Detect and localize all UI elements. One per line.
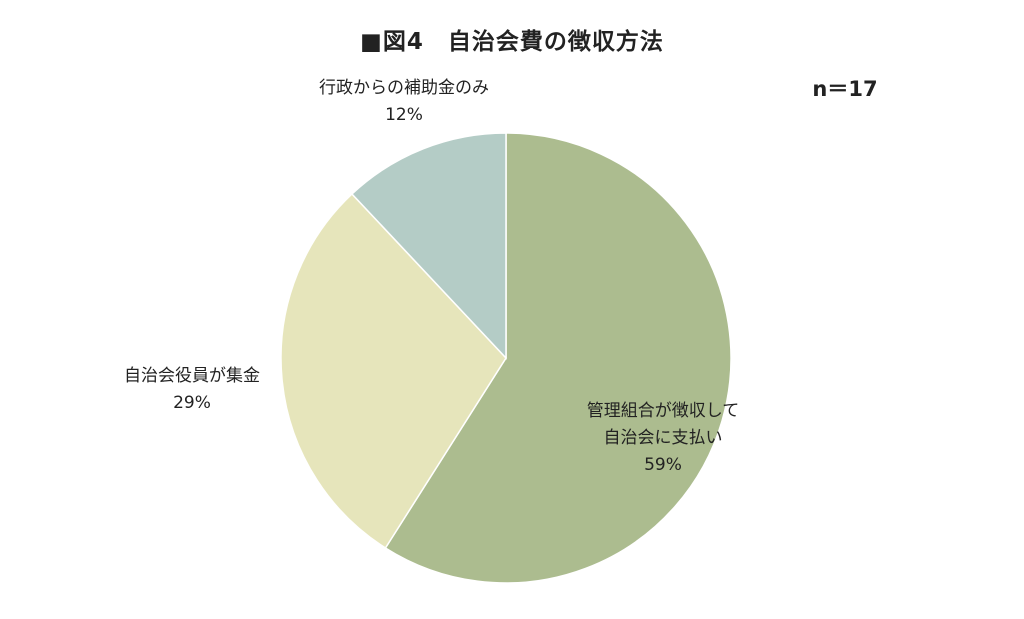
sample-size-label: n＝17: [812, 77, 878, 101]
slice-label-line: 自治会役員が集金: [124, 366, 260, 386]
pie-slice-yakuin-shukin: [280, 192, 507, 550]
slice-label-kanri-kumiai: 管理組合が徴収して 自治会に支払い 59%: [558, 398, 768, 479]
slice-value-label: 29%: [173, 393, 211, 413]
slice-label-line: 行政からの補助金のみ: [319, 78, 489, 98]
pie-slice-kanri-kumiai: [384, 132, 732, 584]
slice-label-line: 自治会に支払い: [603, 428, 723, 448]
pie-slice-gyosei-hojokin: [350, 132, 507, 360]
chart-title: ■図4 自治会費の徴収方法: [360, 29, 664, 55]
slice-value-label: 12%: [385, 105, 423, 125]
slice-label-gyosei-hojokin: 行政からの補助金のみ 12%: [284, 75, 524, 129]
slice-label-line: 管理組合が徴収して: [586, 401, 740, 421]
slice-value-label: 59%: [644, 455, 682, 475]
slice-label-yakuin-shukin: 自治会役員が集金 29%: [92, 363, 292, 417]
